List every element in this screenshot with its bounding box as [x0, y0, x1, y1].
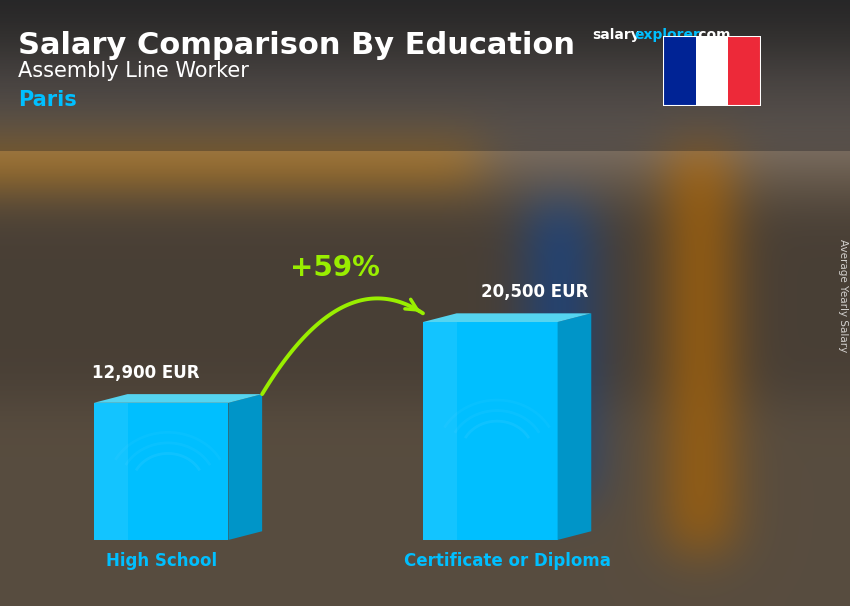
Polygon shape	[94, 394, 262, 403]
Polygon shape	[103, 535, 271, 543]
Text: High School: High School	[105, 552, 217, 570]
Bar	[695, 36, 728, 106]
Polygon shape	[558, 313, 592, 540]
Polygon shape	[94, 403, 128, 540]
Text: +59%: +59%	[290, 254, 380, 282]
Text: Certificate or Diploma: Certificate or Diploma	[404, 552, 610, 570]
Polygon shape	[229, 394, 262, 540]
Bar	[663, 36, 695, 106]
Polygon shape	[432, 535, 600, 543]
Text: explorer: explorer	[634, 28, 700, 42]
Text: Paris: Paris	[18, 90, 76, 110]
Text: Average Yearly Salary: Average Yearly Salary	[838, 239, 848, 353]
Bar	[728, 36, 761, 106]
Polygon shape	[423, 322, 558, 540]
Text: 20,500 EUR: 20,500 EUR	[481, 283, 589, 301]
Text: Assembly Line Worker: Assembly Line Worker	[18, 61, 249, 81]
Text: salary: salary	[592, 28, 640, 42]
Text: Salary Comparison By Education: Salary Comparison By Education	[18, 31, 575, 60]
Polygon shape	[423, 313, 592, 322]
Polygon shape	[423, 322, 456, 540]
Polygon shape	[94, 403, 229, 540]
Text: .com: .com	[694, 28, 732, 42]
Text: 12,900 EUR: 12,900 EUR	[93, 364, 200, 382]
